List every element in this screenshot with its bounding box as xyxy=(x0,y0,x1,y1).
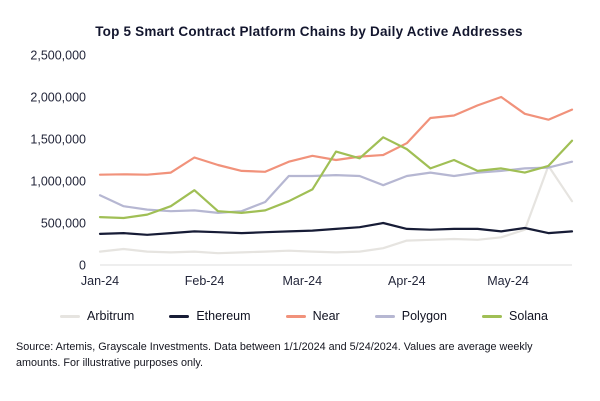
x-tick-label: Apr-24 xyxy=(388,274,426,288)
y-tick-label: 500,000 xyxy=(41,217,86,231)
y-tick-label: 2,500,000 xyxy=(30,49,86,63)
legend-swatch-polygon xyxy=(374,314,395,318)
legend-swatch-near xyxy=(285,314,306,318)
x-tick-label: Mar-24 xyxy=(282,274,322,288)
legend-item-ethereum: Ethereum xyxy=(169,309,251,323)
source-note: Source: Artemis, Grayscale Investments. … xyxy=(16,341,533,370)
legend-label: Ethereum xyxy=(196,309,251,323)
y-tick-label: 1,000,000 xyxy=(30,175,86,189)
y-tick-label: 0 xyxy=(79,259,86,273)
legend-swatch-arbitrum xyxy=(60,314,80,318)
legend-label: Solana xyxy=(509,309,548,323)
legend-item-polygon: Polygon xyxy=(374,309,447,323)
series-line-polygon xyxy=(98,160,574,214)
line-chart: 0 500,000 1,000,000 1,500,000 2,000,000 2,500… xyxy=(30,49,574,288)
series-line-near xyxy=(98,95,574,176)
legend-swatch-solana xyxy=(482,314,503,318)
series-line-arbitrum xyxy=(98,164,574,255)
y-tick-label: 1,500,000 xyxy=(30,133,86,147)
legend-swatch-ethereum xyxy=(169,314,190,318)
legend-label: Near xyxy=(312,309,340,323)
legend-item-arbitrum: Arbitrum xyxy=(60,309,134,323)
chart-legend: Arbitrum Ethereum Near Polygon Solana xyxy=(0,309,600,323)
legend-item-solana: Solana xyxy=(482,309,548,323)
chart-title: Top 5 Smart Contract Platform Chains by … xyxy=(95,24,523,39)
legend-label: Polygon xyxy=(401,309,447,323)
series-line-solana xyxy=(98,136,574,220)
legend-item-near: Near xyxy=(285,309,340,323)
legend-label: Arbitrum xyxy=(87,309,135,323)
series-line-ethereum xyxy=(98,221,574,236)
y-tick-label: 2,000,000 xyxy=(30,91,86,105)
x-tick-label: Jan-24 xyxy=(81,274,119,288)
x-tick-label: May-24 xyxy=(487,274,529,288)
x-tick-label: Feb-24 xyxy=(185,274,225,288)
